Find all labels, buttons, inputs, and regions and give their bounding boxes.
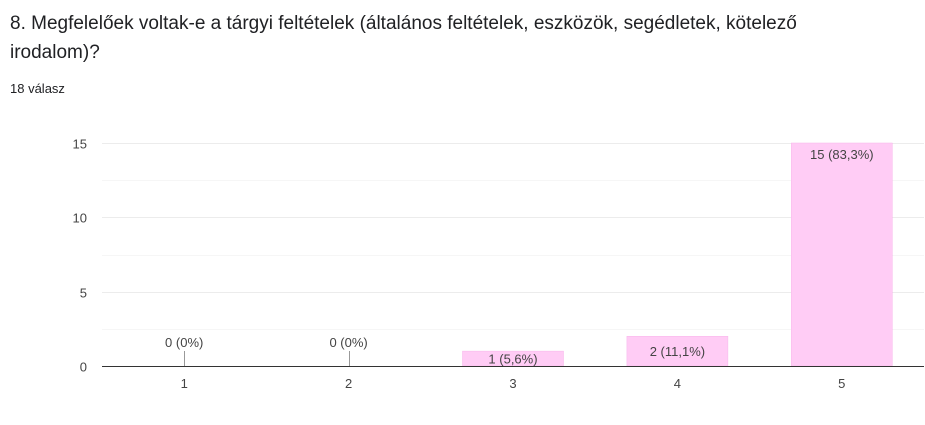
y-tick-label: 5 [80,286,87,301]
data-label: 15 (83,3%) [810,147,874,162]
bar [626,336,729,367]
data-label: 2 (11,1%) [650,344,705,359]
x-tick-label: 5 [838,376,845,391]
grid-lines [102,143,924,330]
y-axis-ticks: 0 5 10 15 [73,137,87,375]
data-label: 0 (0%) [165,335,203,350]
data-labels: 0 (0%) 0 (0%) 1 (5,6%) 2 (11,1%) 15 (83,3%) [165,147,874,367]
x-tick-label: 1 [181,376,188,391]
bar [791,142,893,367]
response-count: 18 válasz [10,81,65,96]
x-tick-label: 4 [674,376,681,391]
data-label: 0 (0%) [329,335,367,350]
question-title: 8. Megfelelőek voltak-e a tárgyi feltéte… [10,13,797,63]
data-label: 1 (5,6%) [488,352,537,367]
y-tick-label: 10 [73,211,87,226]
y-tick-label: 0 [80,360,87,375]
x-axis-ticks: 1 2 3 4 5 [181,376,846,391]
bars [462,142,893,367]
x-tick-label: 3 [509,376,516,391]
x-tick-label: 2 [345,376,352,391]
y-tick-label: 15 [73,137,87,152]
